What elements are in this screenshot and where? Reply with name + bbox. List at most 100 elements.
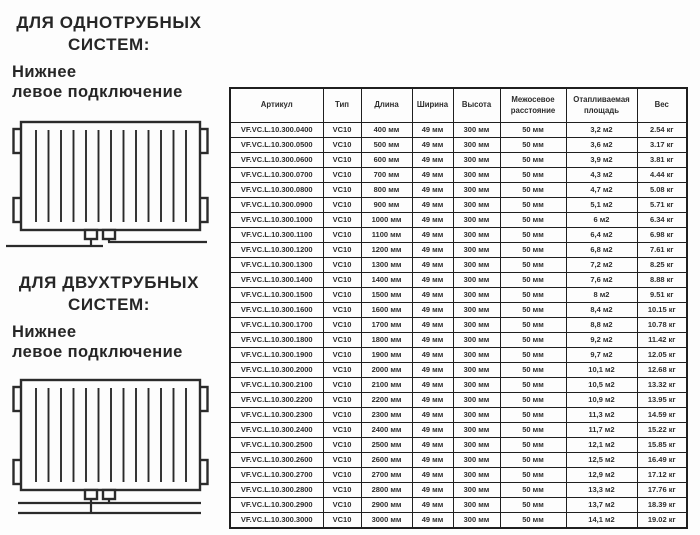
table-cell: 10,5 м2 (565, 377, 638, 393)
table-cell: 49 мм (411, 257, 454, 273)
table-cell: 6,8 м2 (565, 242, 638, 258)
table-cell: 1000 мм (360, 212, 413, 228)
table-cell: VC10 (322, 272, 362, 288)
table-cell: VF.VC.L.10.300.1900 (229, 347, 324, 363)
column-header-3: Ширина (411, 87, 454, 123)
table-cell: 300 мм (452, 197, 501, 213)
table-cell: 1400 мм (360, 272, 413, 288)
table-cell: 13,3 м2 (565, 482, 638, 498)
table-cell: 2600 мм (360, 452, 413, 468)
table-cell: VF.VC.L.10.300.1200 (229, 242, 324, 258)
table-cell: VF.VC.L.10.300.1100 (229, 227, 324, 243)
table-cell: VF.VC.L.10.300.2400 (229, 422, 324, 438)
table-cell: 1800 мм (360, 332, 413, 348)
table-cell: 8,4 м2 (565, 302, 638, 318)
table-cell: 16.49 кг (636, 452, 688, 468)
table-cell: 14.59 кг (636, 407, 688, 423)
table-cell: 49 мм (411, 242, 454, 258)
table-cell: 50 мм (499, 362, 567, 378)
table-cell: 11.42 кг (636, 332, 688, 348)
table-cell: 6,4 м2 (565, 227, 638, 243)
table-cell: 300 мм (452, 377, 501, 393)
table-cell: VF.VC.L.10.300.2100 (229, 377, 324, 393)
table-cell: VF.VC.L.10.300.1700 (229, 317, 324, 333)
table-cell: 300 мм (452, 122, 501, 138)
table-cell: 5,1 м2 (565, 197, 638, 213)
table-cell: VC10 (322, 137, 362, 153)
table-cell: 50 мм (499, 332, 567, 348)
table-cell: 300 мм (452, 242, 501, 258)
table-cell: 5.71 кг (636, 197, 688, 213)
table-cell: 49 мм (411, 512, 454, 529)
table-cell: 300 мм (452, 512, 501, 529)
table-cell: 50 мм (499, 377, 567, 393)
table-cell: 15.85 кг (636, 437, 688, 453)
table-cell: 49 мм (411, 452, 454, 468)
table-cell: VF.VC.L.10.300.2500 (229, 437, 324, 453)
connection-line: левое подключение (12, 343, 183, 362)
table-cell: VF.VC.L.10.300.0500 (229, 137, 324, 153)
table-cell: 300 мм (452, 482, 501, 498)
table-cell: 7,2 м2 (565, 257, 638, 273)
table-cell: 2100 мм (360, 377, 413, 393)
table-cell: VF.VC.L.10.300.1800 (229, 332, 324, 348)
table-cell: VF.VC.L.10.300.2900 (229, 497, 324, 513)
table-cell: 3,2 м2 (565, 122, 638, 138)
table-row: VF.VC.L.10.300.0800 VC10 800 мм 49 мм 300 мм… (229, 182, 688, 198)
table-cell: 9,7 м2 (565, 347, 638, 363)
column-header-5: Межосевое расстояние (499, 87, 567, 123)
table-cell: VF.VC.L.10.300.0400 (229, 122, 324, 138)
table-row: VF.VC.L.10.300.1600 VC10 1600 мм 49 мм 300 м… (229, 302, 688, 318)
single-pipe-section-heading: ДЛЯ ОДНОТРУБНЫХ СИСТЕМ: (5, 12, 213, 57)
table-cell: VC10 (322, 302, 362, 318)
two-pipe-connection-label: Нижнее левое подключение (12, 322, 222, 363)
table-cell: 3.81 кг (636, 152, 688, 168)
table-cell: 12,1 м2 (565, 437, 638, 453)
table-cell: 50 мм (499, 512, 567, 529)
table-cell: VC10 (322, 167, 362, 183)
table-cell: 49 мм (411, 437, 454, 453)
single-pipe-radiator-diagram (6, 120, 209, 248)
table-row: VF.VC.L.10.300.1200 VC10 1200 мм 49 мм 300 м… (229, 242, 688, 258)
table-cell: 500 мм (360, 137, 413, 153)
table-cell: 300 мм (452, 347, 501, 363)
table-cell: 8,8 м2 (565, 317, 638, 333)
table-cell: 49 мм (411, 152, 454, 168)
table-cell: 1500 мм (360, 287, 413, 303)
table-row: VF.VC.L.10.300.2100 VC10 2100 мм 49 мм 300 м… (229, 377, 688, 393)
column-header-6: Отапливаемая площадь (565, 87, 638, 123)
table-cell: 4.44 кг (636, 167, 688, 183)
table-cell: 13.32 кг (636, 377, 688, 393)
table-cell: VC10 (322, 182, 362, 198)
table-cell: 300 мм (452, 467, 501, 483)
table-cell: 49 мм (411, 317, 454, 333)
table-cell: 2500 мм (360, 437, 413, 453)
table-cell: 7.61 кг (636, 242, 688, 258)
table-cell: 300 мм (452, 272, 501, 288)
table-cell: 5.08 кг (636, 182, 688, 198)
table-cell: 50 мм (499, 302, 567, 318)
table-cell: 50 мм (499, 392, 567, 408)
column-header-1: Тип (322, 87, 362, 123)
table-row: VF.VC.L.10.300.3000 VC10 3000 мм 49 мм 300 м… (229, 512, 688, 529)
table-cell: 3,6 м2 (565, 137, 638, 153)
table-cell: 50 мм (499, 347, 567, 363)
table-row: VF.VC.L.10.300.1100 VC10 1100 мм 49 мм 300 м… (229, 227, 688, 243)
table-cell: VC10 (322, 287, 362, 303)
table-row: VF.VC.L.10.300.2300 VC10 2300 мм 49 мм 300 м… (229, 407, 688, 423)
table-cell: 300 мм (452, 287, 501, 303)
table-cell: 300 мм (452, 332, 501, 348)
table-cell: 50 мм (499, 272, 567, 288)
table-cell: VC10 (322, 317, 362, 333)
table-cell: 1900 мм (360, 347, 413, 363)
table-row: VF.VC.L.10.300.1400 VC10 1400 мм 49 мм 300 м… (229, 272, 688, 288)
table-cell: 8.25 кг (636, 257, 688, 273)
table-cell: 10,9 м2 (565, 392, 638, 408)
table-cell: 49 мм (411, 272, 454, 288)
table-cell: 50 мм (499, 137, 567, 153)
table-cell: 2300 мм (360, 407, 413, 423)
table-row: VF.VC.L.10.300.1300 VC10 1300 мм 49 мм 300 м… (229, 257, 688, 273)
table-cell: 11,7 м2 (565, 422, 638, 438)
table-cell: VC10 (322, 122, 362, 138)
table-cell: 49 мм (411, 302, 454, 318)
